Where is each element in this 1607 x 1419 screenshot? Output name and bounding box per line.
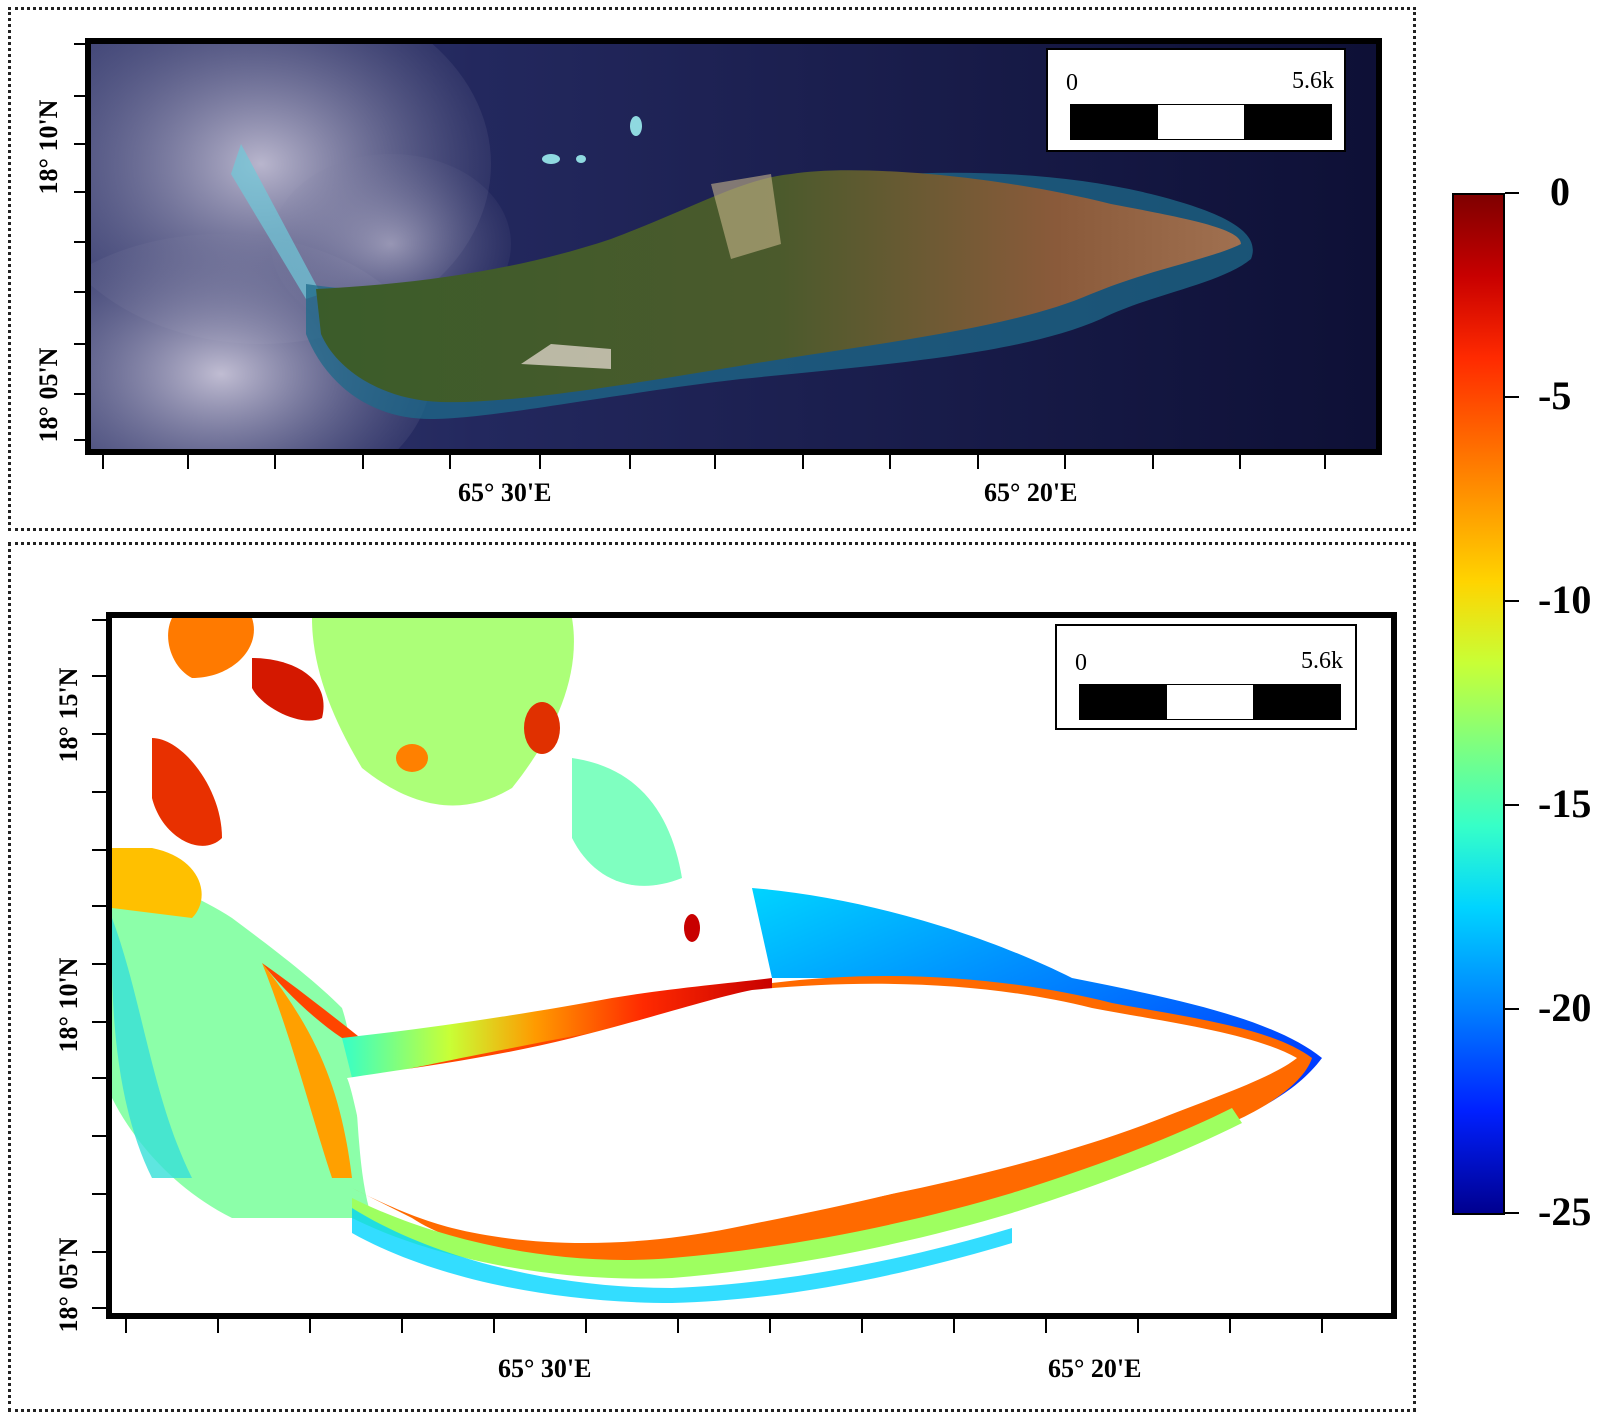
scale-bar-graphic [1070,104,1332,140]
depth-colorbar [1452,193,1505,1215]
colorbar-label-minus-5: -5 [1538,373,1572,418]
colorbar-label-minus-20: -20 [1538,985,1592,1030]
lat-label-18-05: 18° 05'N [34,347,63,443]
bathymetry-map-frame: 0 5.6k [106,612,1397,1319]
lat-label-18-10: 18° 10'N [34,99,63,195]
bathymetry-map [112,618,1391,1313]
colorbar-tick [1505,1008,1519,1010]
colorbar-tick [1505,600,1519,602]
scale-bar: 0 5.6k [1055,624,1357,730]
colorbar-tick [1505,396,1519,398]
scale-start-label: 0 [1066,70,1078,96]
lat-label-18-10: 18° 10'N [54,957,83,1053]
colorbar-tick [1505,1212,1519,1214]
lon-label-65-30: 65° 30'E [498,1354,592,1383]
lat-label-18-15: 18° 15'N [54,667,83,763]
lon-label-65-30: 65° 30'E [458,478,552,507]
bottom-lon-ticks [125,1319,1323,1333]
lon-label-65-20: 65° 20'E [1048,1354,1142,1383]
colorbar-label-minus-15: -15 [1538,781,1592,826]
colorbar-tick [1505,192,1519,194]
scale-end-label: 5.6k [1301,648,1343,674]
scale-bar: 0 5.6k [1046,48,1346,152]
colorbar-label-minus-25: -25 [1538,1189,1592,1234]
bathymetry-panel [8,542,1416,1412]
lon-label-65-20: 65° 20'E [984,478,1078,507]
colorbar-label-0: 0 [1550,169,1570,214]
lat-label-18-05: 18° 05'N [54,1237,83,1333]
scale-end-label: 5.6k [1292,68,1334,94]
satellite-image [91,44,1376,449]
satellite-image-frame: 0 5.6k [85,38,1382,455]
top-lon-ticks [102,455,1326,469]
colorbar-label-minus-10: -10 [1538,577,1592,622]
bottom-lat-ticks [92,619,106,1309]
satellite-panel [8,7,1416,531]
scale-start-label: 0 [1075,650,1087,676]
top-lat-ticks [74,43,86,441]
colorbar-tick [1505,804,1519,806]
scale-bar-graphic [1079,684,1341,720]
